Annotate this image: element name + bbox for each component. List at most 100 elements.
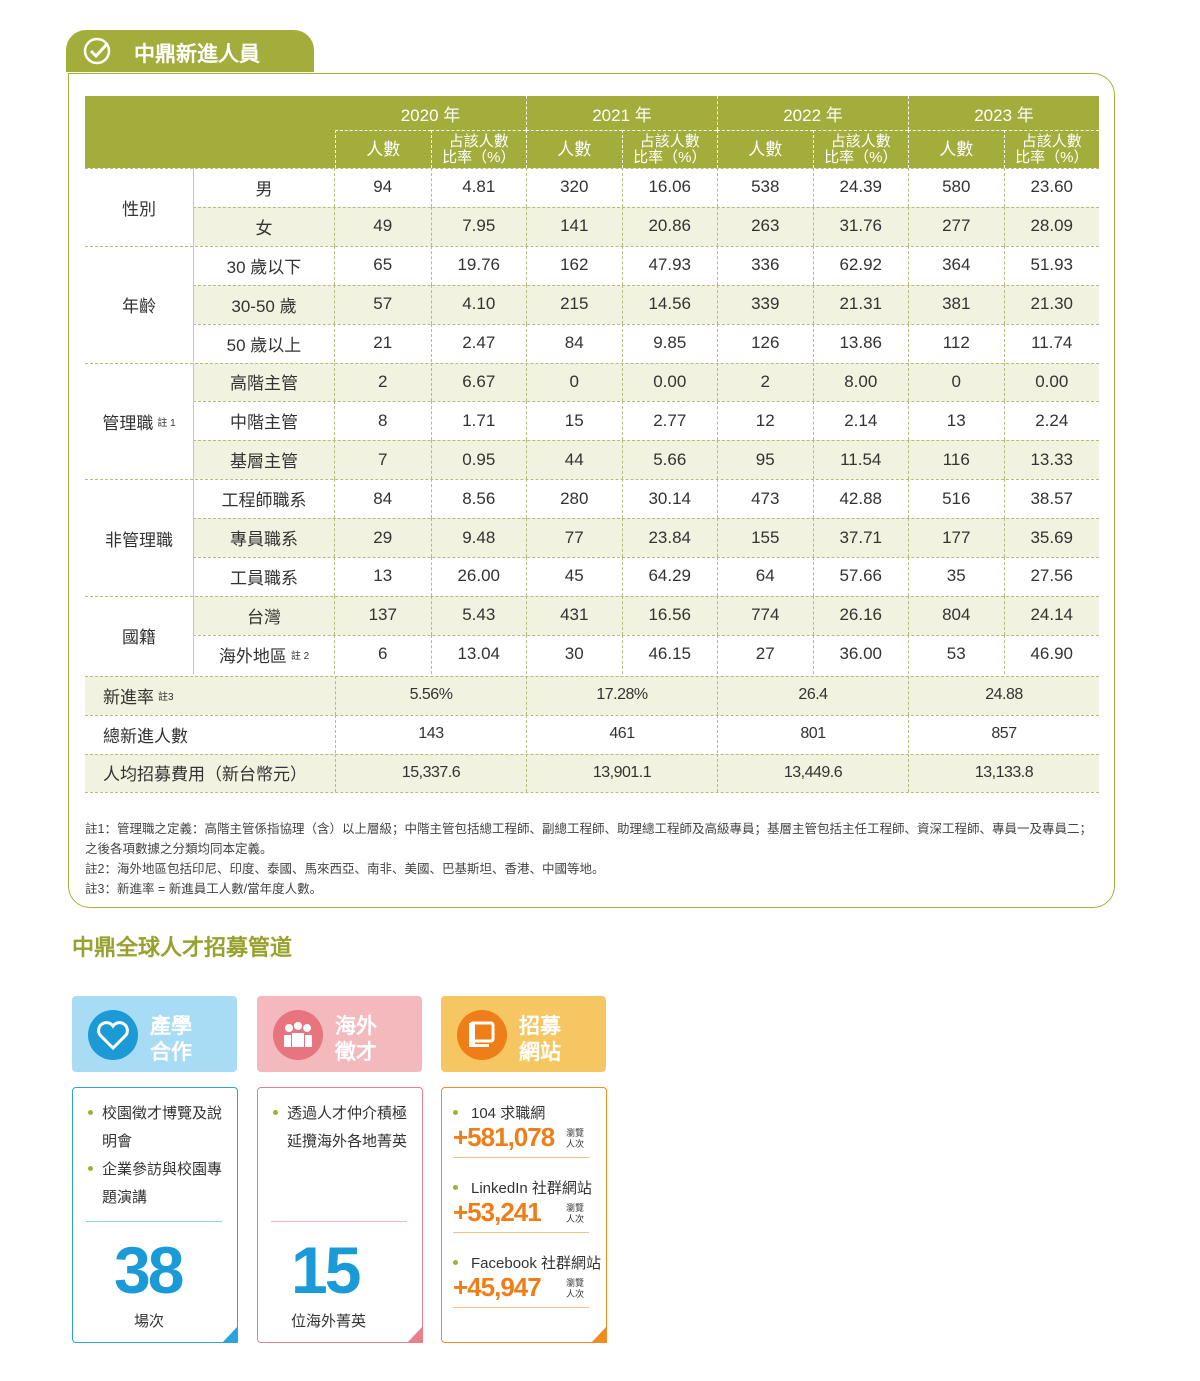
cell: 30: [526, 634, 622, 674]
row-label: 工員職系: [193, 557, 335, 596]
sub-header-line: 占該人數: [639, 132, 700, 150]
group-label-text: 性別: [122, 199, 156, 219]
cell: 580: [908, 168, 1004, 207]
row-bg: [193, 206, 1099, 246]
row-label: 基層主管: [193, 440, 335, 480]
card-body: [257, 1087, 423, 1343]
cell: 1.71: [430, 401, 527, 441]
site-divider: [453, 1232, 589, 1233]
cell: 2.24: [1003, 401, 1100, 441]
cell: 23.84: [621, 518, 718, 557]
row-label: 高階主管: [193, 362, 335, 402]
row-label: 30-50 歲: [193, 284, 335, 324]
bullet: 校園徵才博覽及說明會: [102, 1105, 223, 1150]
site-value: +45,947: [453, 1272, 542, 1302]
note: 註1：管理職之定義：高階主管係指協理（含）以上層級；中階主管包括總工程師、副總工…: [85, 822, 1092, 836]
cell: 42.88: [812, 479, 909, 519]
bullet-dot: [88, 1110, 93, 1115]
site-unit: 人次: [566, 1214, 585, 1224]
sub-header-line: 比率（%）: [824, 148, 898, 166]
row-label-text: 女: [255, 218, 273, 238]
sub-header: 人數: [526, 130, 622, 168]
group-label: 年齡: [85, 245, 193, 363]
cell: 263: [717, 206, 813, 246]
cell: 0.00: [1003, 362, 1100, 402]
cell: 46.90: [1003, 634, 1100, 674]
cell: 49: [373, 216, 393, 236]
group-divider: [85, 362, 1099, 364]
bullet: 企業參訪與校園專題演講: [102, 1161, 223, 1206]
cell: 6: [378, 644, 388, 664]
card-corner: [222, 1326, 238, 1343]
cell: 24.39: [812, 168, 909, 207]
group-divider: [85, 245, 1099, 247]
row-bg: [193, 634, 1099, 674]
row-label-text: 台灣: [247, 607, 281, 627]
row-label-text: 男: [255, 179, 273, 199]
table-header: [85, 96, 1099, 168]
cell: 2.14: [812, 401, 909, 441]
cell: 0: [526, 362, 622, 402]
card-icon: [457, 1010, 507, 1060]
cell: 473: [717, 479, 813, 519]
card-title: 海外: [335, 1015, 377, 1038]
row-label-text: 工程師職系: [221, 491, 307, 511]
site-unit: 瀏覽: [566, 1128, 585, 1138]
cell: 162: [526, 245, 622, 285]
cell: 94: [373, 177, 393, 197]
row-bg: [193, 557, 1099, 596]
cell: 65: [373, 255, 393, 275]
row-label: 專員職系: [193, 518, 335, 557]
row-label-text: 高階主管: [230, 374, 298, 394]
group-label-text: 管理職: [102, 413, 154, 433]
cell: 804: [908, 595, 1004, 635]
cell: 30.14: [621, 479, 718, 519]
year-header: 2020 年: [400, 105, 461, 125]
cell: 13.33: [1003, 440, 1100, 480]
cell: 19.76: [430, 245, 527, 285]
summary-cell: 13,133.8: [908, 753, 1099, 793]
row-bg: [193, 284, 1099, 324]
cell: 320: [526, 168, 622, 207]
cell: 11.54: [812, 440, 909, 480]
bullet-dot: [453, 1185, 458, 1190]
cell: 431: [526, 595, 622, 635]
cell: 35: [908, 557, 1004, 596]
cell: 9.85: [621, 323, 718, 363]
summary-label: 新進率 註3: [103, 676, 174, 715]
cell: 36.00: [812, 634, 909, 674]
row-bg: [193, 401, 1099, 441]
cell: 8: [378, 410, 388, 430]
summary-label-text: 新進率: [103, 687, 154, 707]
card-body: [72, 1087, 238, 1343]
cell: 336: [717, 245, 813, 285]
sub-header: 占該人數 比率（%）: [430, 130, 526, 168]
cell: 15: [526, 401, 622, 441]
cell: 8.00: [812, 362, 909, 402]
site-name: 104 求職網: [471, 1105, 546, 1122]
card-divider: [86, 1221, 222, 1222]
sub-header: 人數: [908, 130, 1004, 168]
card-body: [441, 1087, 607, 1343]
row-label-text: 海外地區: [218, 646, 287, 666]
cell: 9.48: [430, 518, 527, 557]
bullet-dot: [273, 1110, 278, 1115]
cell: 84: [526, 323, 622, 363]
card-unit: 場次: [134, 1313, 165, 1330]
group-label: 性別: [85, 168, 193, 246]
cell: 16.06: [621, 168, 718, 207]
site-unit: 人次: [566, 1289, 585, 1299]
cell: 364: [908, 245, 1004, 285]
row-label: 工程師職系: [193, 479, 335, 519]
cell: 12: [717, 401, 813, 441]
sub-header-line: 人數: [748, 139, 783, 159]
group-divider: [85, 595, 1099, 597]
row-bg: [193, 479, 1099, 519]
row-label-text: 50 歲以上: [226, 335, 302, 355]
row-bg: [193, 323, 1099, 363]
row-label: 30 歲以下: [193, 245, 335, 285]
cell: 13: [373, 566, 393, 586]
cell: 35.69: [1003, 518, 1100, 557]
cell: 774: [717, 595, 813, 635]
sub-header-line: 比率（%）: [442, 148, 516, 166]
